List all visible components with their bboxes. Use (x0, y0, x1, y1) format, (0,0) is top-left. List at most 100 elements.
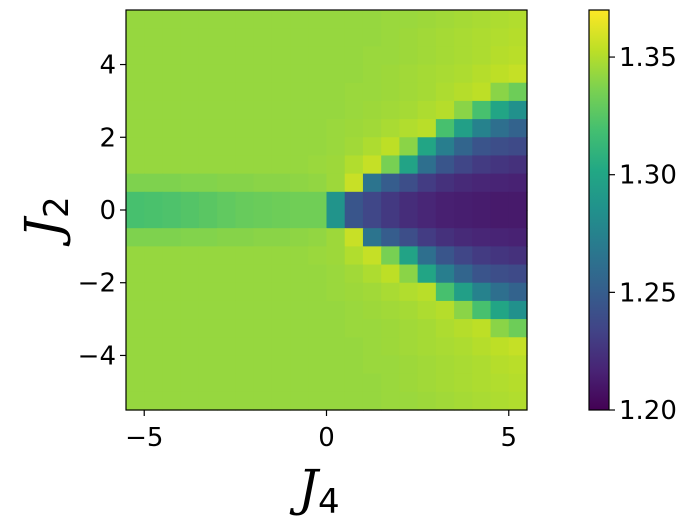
heatmap-cell (399, 319, 419, 338)
heatmap-cell (126, 155, 145, 175)
heatmap-cell (144, 173, 164, 193)
heatmap-cell (180, 64, 200, 84)
heatmap-cell (253, 210, 273, 229)
heatmap-cell (362, 246, 382, 266)
heatmap-cell (217, 246, 236, 266)
heatmap-cell (362, 173, 382, 193)
heatmap-cell (435, 337, 455, 357)
heatmap-cell (454, 173, 473, 193)
heatmap-cell (198, 155, 218, 175)
heatmap-cell (198, 119, 218, 138)
heatmap-cell (180, 319, 200, 338)
heatmap-cell (326, 28, 346, 47)
heatmap-cell (381, 264, 401, 284)
heatmap-cell (217, 355, 236, 375)
heatmap-cell (253, 391, 273, 411)
heatmap-cell (472, 28, 492, 47)
heatmap-cell (472, 300, 492, 320)
heatmap-cell (490, 264, 510, 284)
heatmap-cell (417, 300, 437, 320)
x-axis-label: J4 (289, 459, 340, 520)
heatmap-cell (198, 28, 218, 47)
heatmap-cell (417, 64, 437, 84)
heatmap-cell (381, 282, 401, 302)
heatmap-cell (144, 155, 164, 175)
heatmap-cell (344, 46, 364, 66)
heatmap-cell (198, 210, 218, 229)
heatmap-cell (235, 119, 255, 138)
heatmap-cell (180, 355, 200, 375)
heatmap-cell (362, 28, 382, 47)
heatmap-cell (362, 264, 382, 284)
heatmap-cell (472, 173, 492, 193)
heatmap-cell (472, 246, 492, 266)
heatmap-cell (472, 319, 492, 338)
heatmap-cell (253, 155, 273, 175)
heatmap-cell (326, 155, 346, 175)
heatmap-cell (308, 119, 328, 138)
y-tick-label: 2 (99, 123, 116, 153)
heatmap-cell (490, 355, 510, 375)
heatmap-cell (326, 337, 346, 357)
heatmap-cell (326, 319, 346, 338)
heatmap-cell (435, 300, 455, 320)
heatmap-cell (344, 137, 364, 157)
heatmap-cell (381, 373, 401, 393)
heatmap-cell (399, 391, 419, 411)
heatmap-cell (454, 82, 473, 102)
heatmap-cell (271, 319, 291, 338)
heatmap-cell (217, 155, 236, 175)
heatmap-cell (180, 373, 200, 393)
heatmap-cell (126, 100, 145, 120)
heatmap-cell (198, 64, 218, 84)
heatmap-cell (162, 64, 182, 84)
heatmap-cell (454, 119, 473, 138)
heatmap-cell (235, 391, 255, 411)
heatmap-cell (235, 46, 255, 66)
heatmap-cell (308, 100, 328, 120)
heatmap-cell (508, 282, 528, 302)
heatmap-cell (362, 337, 382, 357)
heatmap-cell (417, 391, 437, 411)
heatmap-cell (417, 100, 437, 120)
heatmap-cell (144, 391, 164, 411)
heatmap-cell (308, 319, 328, 338)
heatmap-cell (454, 319, 473, 338)
colorbar-tick-label: 1.20 (619, 396, 677, 426)
heatmap-cell (180, 100, 200, 120)
heatmap-cell (235, 373, 255, 393)
heatmap-cell (126, 355, 145, 375)
heatmap-cell (180, 246, 200, 266)
heatmap-cell (417, 228, 437, 247)
heatmap-cell (435, 100, 455, 120)
heatmap-cell (381, 155, 401, 175)
heatmap-cell (162, 246, 182, 266)
heatmap-cell (399, 100, 419, 120)
heatmap-cell (417, 173, 437, 193)
x-tick-label: 5 (500, 423, 517, 453)
heatmap-cell (235, 64, 255, 84)
heatmap-cell (435, 173, 455, 193)
heatmap-cell (472, 355, 492, 375)
heatmap-cell (399, 337, 419, 357)
heatmap-cells (126, 10, 528, 411)
heatmap-cell (435, 137, 455, 157)
heatmap-cell (508, 137, 528, 157)
heatmap-cell (508, 82, 528, 102)
heatmap-cell (290, 173, 309, 193)
heatmap-cell (180, 228, 200, 247)
heatmap-cell (198, 82, 218, 102)
heatmap-cell (454, 264, 473, 284)
heatmap-cell (508, 337, 528, 357)
heatmap-cell (472, 282, 492, 302)
heatmap-cell (126, 337, 145, 357)
heatmap-cell (490, 46, 510, 66)
heatmap-cell (508, 246, 528, 266)
heatmap-cell (326, 191, 346, 211)
heatmap-cell (253, 246, 273, 266)
heatmap-cell (508, 391, 528, 411)
heatmap-cell (198, 355, 218, 375)
heatmap-cell (198, 100, 218, 120)
heatmap-cell (271, 355, 291, 375)
